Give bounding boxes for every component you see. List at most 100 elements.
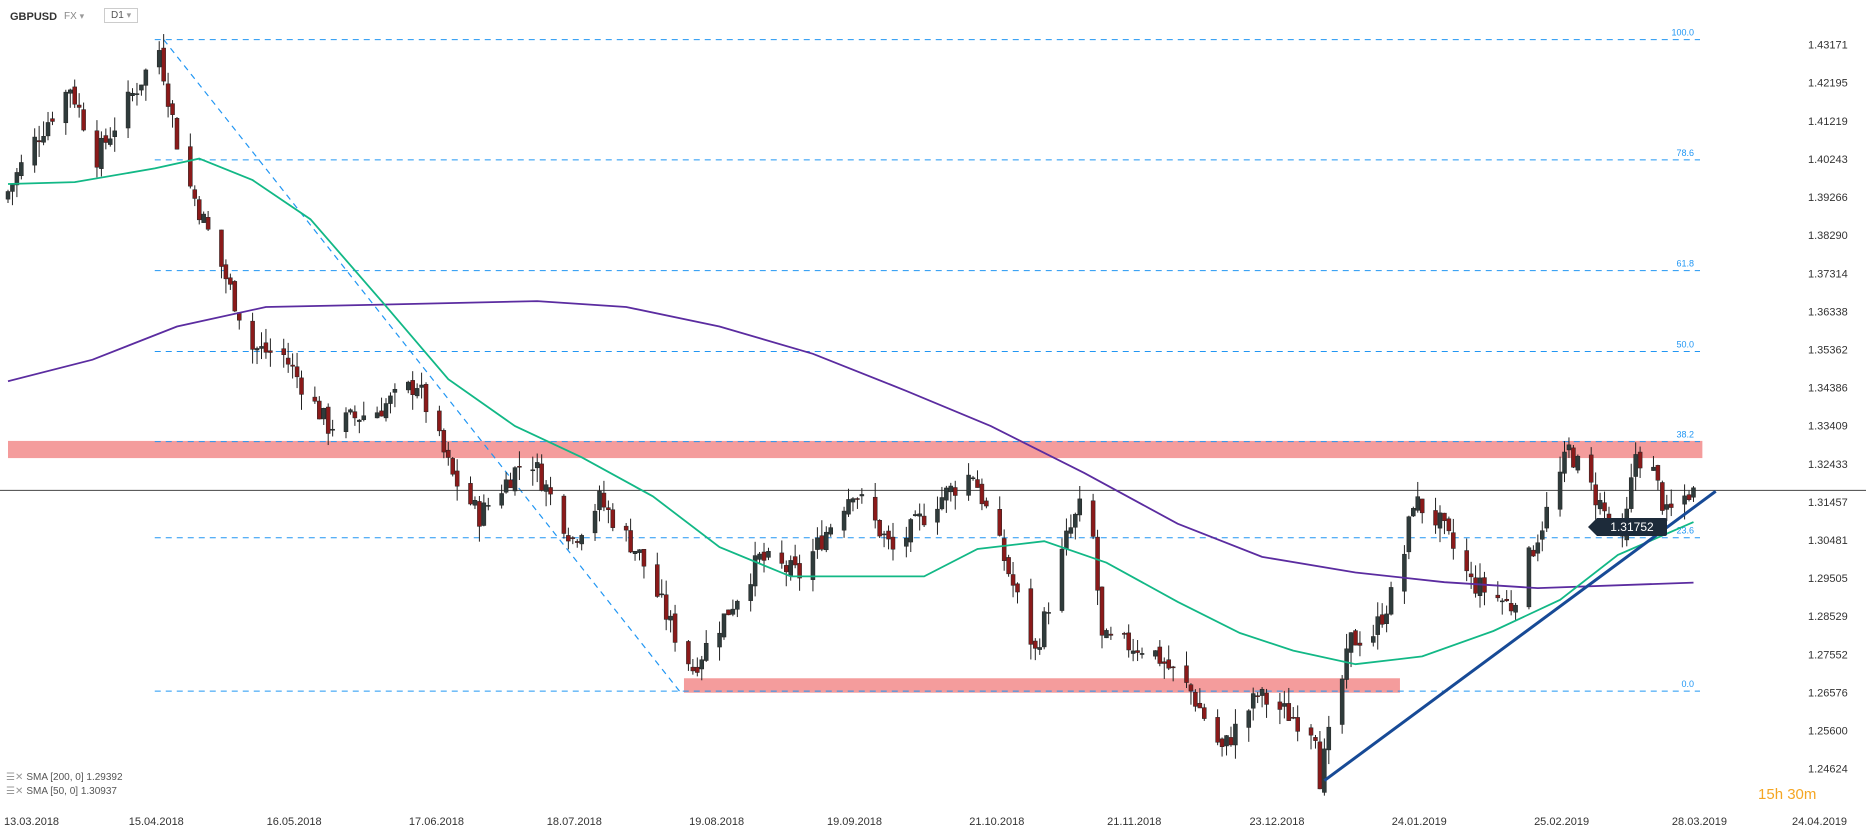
candle-bear	[1464, 550, 1469, 572]
candle-bull	[156, 50, 162, 68]
candle-bear	[317, 400, 322, 420]
candle-bear	[294, 366, 300, 378]
instrument-type-selector[interactable]: FX ▾	[64, 11, 84, 22]
x-tick-label: 21.10.2018	[969, 816, 1024, 828]
candle-bull	[1068, 527, 1074, 534]
indicator-legend-sma50[interactable]: ☰✕ SMA [50, 0] 1.30937	[6, 786, 117, 797]
candle-bull	[481, 502, 487, 526]
candle-bear	[1668, 503, 1674, 508]
y-tick-label: 1.29505	[1808, 573, 1848, 585]
candle-bull	[1406, 516, 1412, 553]
candle-bull	[939, 497, 945, 510]
candle-bull	[99, 137, 104, 169]
candle-bear	[1099, 586, 1105, 636]
instrument-type-label: FX	[64, 11, 77, 22]
candle-bull	[1500, 600, 1505, 603]
candle-bear	[1419, 498, 1425, 514]
candle-bear	[890, 536, 896, 550]
candle-bull	[1437, 512, 1443, 529]
candle-bull	[1388, 587, 1394, 615]
candle-bull	[32, 136, 37, 166]
candle-bear	[1451, 532, 1456, 549]
candle-bear	[655, 564, 660, 597]
candle-bull	[68, 89, 73, 94]
candle-bear	[877, 520, 882, 537]
candle-bull	[41, 136, 46, 143]
candle-bear	[1157, 646, 1163, 664]
candles-group	[5, 34, 1696, 796]
candle-bear	[539, 463, 544, 491]
indicator-icon[interactable]: ☰✕	[6, 772, 24, 783]
candle-bear	[219, 229, 224, 267]
candle-bear	[161, 47, 166, 82]
candle-bull	[357, 419, 362, 422]
candle-bull	[757, 553, 762, 560]
current-price-tag: 1.31752	[1588, 518, 1667, 536]
candle-bear	[450, 458, 455, 475]
candle-bear	[1255, 695, 1260, 697]
candle-bull	[499, 493, 504, 506]
candle-bear	[1637, 451, 1643, 469]
indicator-legend-sma200[interactable]: ☰✕ SMA [200, 0] 1.29392	[6, 772, 123, 783]
candle-bear	[223, 264, 229, 280]
x-tick-label: 18.07.2018	[547, 816, 602, 828]
candle-bull	[1513, 604, 1518, 613]
candle-bear	[1446, 518, 1452, 532]
candle-bull	[904, 537, 909, 547]
candle-bull	[1130, 650, 1136, 654]
candle-bear	[548, 487, 553, 495]
candle-bear	[695, 666, 700, 673]
y-tick-label: 1.24624	[1808, 764, 1848, 776]
fib-level-label: 38.2	[1676, 430, 1694, 440]
candle-bear	[641, 548, 647, 567]
candle-bull	[668, 615, 673, 621]
candle-bull	[112, 130, 117, 137]
x-tick-label: 23.12.2018	[1249, 816, 1304, 828]
candle-bear	[1170, 666, 1176, 669]
candle-bull	[717, 632, 722, 648]
candle-bear	[1686, 494, 1692, 500]
candle-bear	[468, 483, 473, 505]
candle-bull	[1326, 726, 1332, 751]
candle-bear	[1495, 594, 1501, 599]
y-tick-label: 1.25600	[1808, 726, 1848, 738]
indicator-icon[interactable]: ☰✕	[6, 786, 24, 797]
candle-bull	[1477, 577, 1483, 596]
candle-bear	[410, 380, 415, 395]
candle-bull	[503, 479, 509, 493]
candle-bear	[1108, 633, 1114, 636]
candle-bear	[285, 357, 291, 365]
chevron-down-icon: ▾	[79, 11, 85, 21]
candle-bull	[419, 384, 424, 388]
candle-bear	[228, 277, 233, 285]
candle-bull	[1153, 650, 1158, 657]
candle-bull	[1046, 612, 1051, 614]
indicator-label: SMA [50, 0] 1.30937	[26, 786, 117, 797]
candle-bull	[730, 608, 736, 615]
candle-bear	[1508, 603, 1514, 612]
candle-bear	[792, 556, 798, 566]
symbol-label[interactable]: GBPUSD	[10, 11, 58, 23]
candle-bull	[108, 138, 113, 145]
candle-bull	[1282, 703, 1287, 707]
candle-bull	[530, 469, 536, 472]
candle-bear	[1028, 588, 1034, 645]
candle-bear	[1286, 703, 1292, 721]
candle-bear	[1290, 717, 1296, 719]
candle-bear	[1295, 717, 1300, 732]
candle-bear	[628, 530, 633, 553]
candle-bear	[423, 384, 429, 413]
candle-bull	[788, 560, 793, 576]
candle-bull	[1566, 444, 1572, 451]
candle-bear	[1228, 737, 1234, 746]
timeframe-selector[interactable]: D1 ▾	[104, 8, 139, 23]
candle-bull	[330, 428, 335, 431]
candle-bear	[441, 430, 447, 453]
candle-bear	[1468, 573, 1474, 578]
candle-bull	[824, 531, 829, 551]
candle-bull	[1322, 748, 1327, 793]
candle-bull	[1562, 451, 1567, 474]
candle-bull	[414, 388, 420, 397]
candle-bear	[779, 552, 785, 564]
